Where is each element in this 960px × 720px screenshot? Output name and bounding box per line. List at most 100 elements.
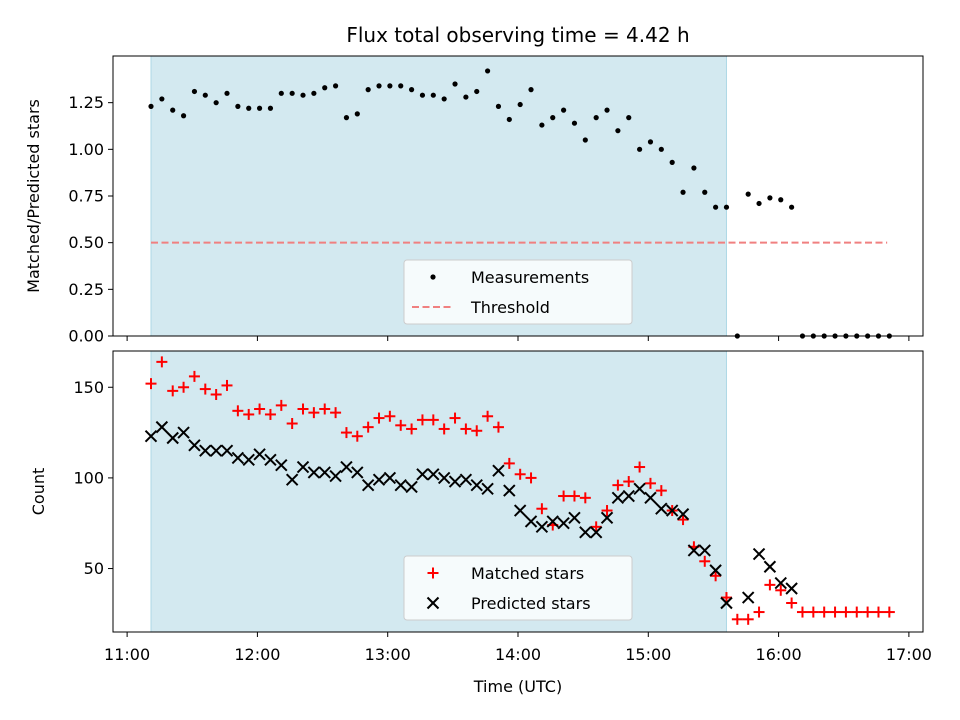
measurement-point: [571, 120, 578, 126]
measurement-point: [789, 204, 795, 210]
matched-star-point: [340, 427, 352, 439]
top-legend: Measurements Threshold: [403, 259, 633, 325]
predicted-star-point: [741, 591, 755, 604]
matched-star-point: [807, 606, 819, 618]
measurement-point: [311, 90, 317, 96]
measurement-point: [354, 111, 360, 117]
measurement-points: [148, 68, 892, 339]
predicted-star-point: [253, 448, 266, 461]
matched-star-point: [590, 521, 602, 533]
matched-star-point: [232, 405, 244, 417]
bottom-x-tick-label: 16:00: [756, 645, 802, 664]
measurement-point: [267, 105, 274, 111]
matched-star-point: [471, 425, 483, 437]
matched-star-point: [199, 383, 211, 395]
predicted-star-point: [177, 426, 190, 439]
measurement-point: [387, 83, 393, 89]
measurement-point: [756, 200, 762, 207]
matched-star-point: [395, 419, 407, 431]
bottom-y-tick-label: 100: [73, 468, 104, 487]
measurement-point: [713, 204, 719, 210]
predicted-star-point: [361, 478, 375, 492]
predicted-star-point: [763, 560, 777, 573]
predicted-star-point: [546, 515, 559, 528]
matched-stars-legend-marker: [427, 567, 439, 579]
bottom-y-axis-label: Count: [29, 468, 48, 516]
matched-star-point: [351, 430, 363, 442]
bottom-x-tick-label: 11:00: [104, 645, 150, 664]
measurement-point: [767, 195, 773, 201]
predicted-star-point: [144, 429, 158, 443]
matched-star-point: [579, 492, 591, 504]
predicted-star-point: [589, 526, 603, 539]
matched-star-point: [623, 476, 635, 488]
predicted-star-point: [307, 466, 321, 479]
measurement-point: [246, 105, 252, 111]
predicted-stars-points: [144, 420, 798, 610]
measurement-point: [495, 103, 502, 109]
matched-star-point: [764, 579, 776, 591]
predicted-star-point: [676, 507, 690, 521]
predicted-star-point: [351, 466, 364, 479]
matched-star-point: [373, 412, 385, 424]
matched-star-point: [384, 410, 396, 422]
top-y-tick-label: 0.50: [68, 233, 104, 252]
measurement-point: [474, 88, 480, 95]
predicted-star-point: [329, 469, 342, 483]
bottom-y-tick-label: 150: [73, 378, 104, 397]
predicted-star-point: [275, 459, 288, 472]
predicted-star-point: [437, 471, 451, 485]
predicted-star-point: [448, 475, 462, 488]
matched-stars-legend-label: Matched stars: [471, 564, 584, 583]
predicted-star-point: [600, 511, 614, 524]
measurement-point: [626, 115, 632, 121]
matched-star-point: [655, 485, 667, 497]
predicted-star-point: [503, 484, 516, 497]
measurement-point: [343, 115, 350, 121]
matched-star-point: [742, 613, 754, 625]
measurement-point: [528, 87, 534, 93]
matched-star-point: [851, 606, 863, 618]
measurement-point: [723, 204, 730, 210]
matched-star-point: [862, 606, 874, 618]
measurement-point: [452, 81, 458, 87]
predicted-star-point: [264, 453, 277, 466]
measurement-point: [159, 96, 165, 102]
matched-star-point: [775, 584, 787, 596]
matched-star-point: [558, 490, 570, 502]
measurement-point: [289, 90, 295, 96]
measurement-point: [745, 191, 751, 197]
matched-star-point: [840, 606, 852, 618]
measurement-point: [463, 94, 469, 100]
measurement-point: [408, 87, 415, 93]
matched-star-point: [720, 592, 732, 604]
measurement-point: [604, 107, 610, 113]
measurement-point: [539, 122, 545, 128]
predicted-star-point: [535, 520, 549, 534]
matched-star-point: [601, 505, 613, 517]
matched-star-point: [178, 381, 190, 393]
predicted-star-point: [557, 517, 570, 530]
matched-star-point: [525, 472, 537, 484]
top-y-axis-label: Matched/Predicted stars: [24, 99, 43, 293]
predicted-star-point: [644, 491, 657, 505]
matched-star-point: [438, 423, 450, 435]
measurement-point: [430, 92, 436, 98]
matched-star-point: [786, 597, 798, 609]
predicted-star-point: [416, 468, 429, 481]
measurement-point: [550, 115, 556, 121]
predicted-star-point: [752, 547, 766, 561]
bottom-panel: 50 100 150 11:00 12:00 13:00 14:00 15:00 16:00 1…: [29, 350, 932, 696]
matched-star-point: [308, 407, 320, 419]
predicted-star-point: [524, 515, 538, 528]
measurement-point: [582, 137, 588, 143]
top-x-ticks: [126, 336, 910, 341]
measurement-point: [180, 113, 187, 119]
bottom-y-tick-label: 50: [84, 559, 104, 578]
bottom-x-ticks: 11:00 12:00 13:00 14:00 15:00 16:00 17:00: [104, 632, 932, 664]
threshold-legend-label: Threshold: [470, 298, 550, 317]
matched-stars-points: [145, 356, 895, 625]
predicted-star-point: [687, 544, 701, 557]
top-y-tick-label: 0.75: [68, 187, 104, 206]
bottom-x-tick-label: 13:00: [365, 645, 411, 664]
